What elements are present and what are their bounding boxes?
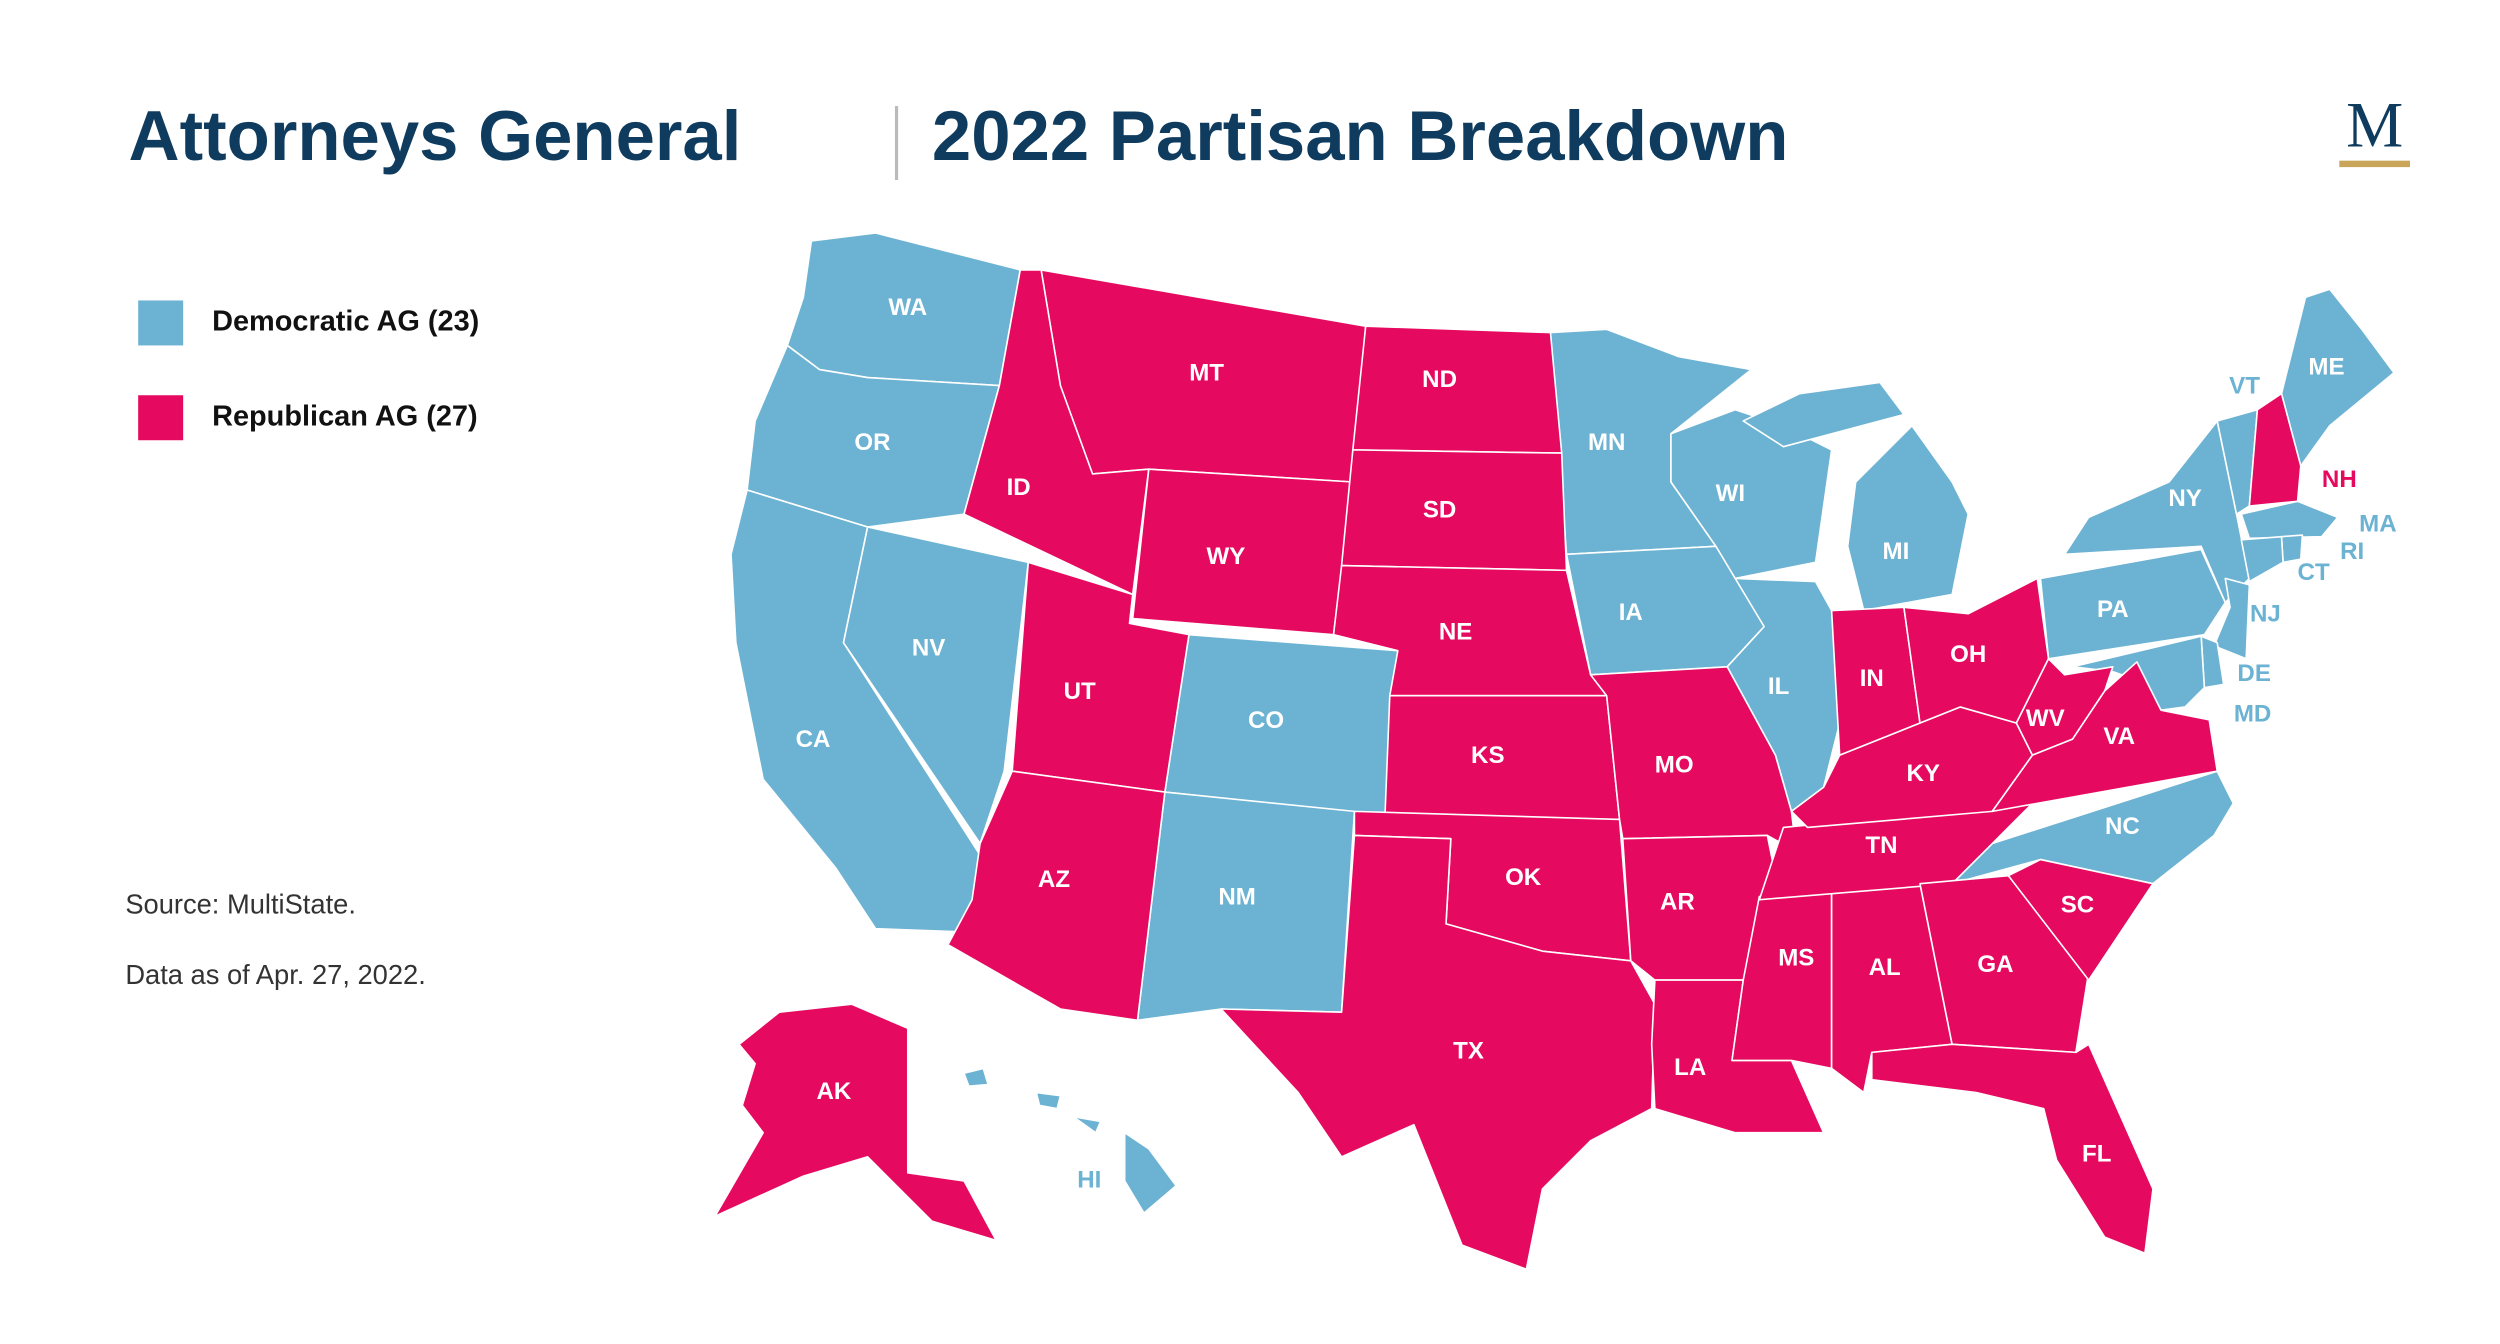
- state-label: WV: [2026, 705, 2065, 732]
- state: [1035, 1091, 1062, 1110]
- state-label: VA: [2103, 723, 2135, 750]
- state-label: MI: [1883, 538, 1910, 565]
- state-label: SD: [1423, 496, 1456, 523]
- title-right: 2022 Partisan Breakdown: [932, 96, 1789, 175]
- state-label: CT: [2298, 559, 2330, 586]
- state-label: MT: [1189, 360, 1224, 387]
- state-label: CA: [796, 726, 831, 753]
- state: [947, 770, 1166, 1022]
- legend-swatch: [138, 300, 184, 346]
- state: [1846, 424, 1969, 612]
- state-label: IN: [1860, 665, 1884, 692]
- logo: M: [2346, 90, 2403, 161]
- state-label: OK: [1505, 864, 1542, 891]
- state: [1220, 834, 1656, 1271]
- state-label: KY: [1906, 760, 1939, 787]
- state: [1919, 874, 2090, 1054]
- state-label: NC: [2105, 813, 2140, 840]
- state-label: AR: [1660, 888, 1695, 915]
- note: Data as of Apr. 27, 2022.: [125, 959, 425, 990]
- state-label: IL: [1768, 673, 1789, 700]
- state-label: MA: [2359, 511, 2396, 538]
- state-label: KS: [1471, 742, 1504, 769]
- state-label: WY: [1206, 543, 1245, 570]
- state-label: MN: [1588, 429, 1625, 456]
- state: [1072, 1115, 1102, 1134]
- state-label: UT: [1064, 678, 1096, 705]
- state-label: RI: [2340, 538, 2364, 565]
- state-label: IA: [1619, 599, 1643, 626]
- state-label: MD: [2234, 700, 2271, 727]
- state-label: PA: [2097, 596, 2129, 623]
- state-label: VT: [2229, 373, 2260, 400]
- state-label: ID: [1007, 474, 1031, 501]
- state: [1670, 408, 1833, 580]
- states: [714, 232, 2395, 1271]
- legend-swatch: [138, 395, 184, 441]
- state-label: NY: [2168, 485, 2201, 512]
- state-label: AK: [816, 1078, 851, 1105]
- legend: Democratic AG (23) Republican AG (27): [138, 300, 479, 441]
- state: [2248, 392, 2302, 507]
- title-left: Attorneys General: [129, 96, 742, 175]
- logo-bar: [2339, 160, 2411, 168]
- state: [842, 526, 1030, 845]
- legend-label: Republican AG (27): [212, 400, 478, 432]
- state: [1991, 661, 2219, 813]
- source: Source: MultiState.: [125, 888, 356, 919]
- state: [2240, 535, 2284, 583]
- state-label: WA: [888, 294, 927, 321]
- state-label: WI: [1716, 480, 1745, 507]
- state: [1123, 1131, 1177, 1214]
- state: [2213, 577, 2251, 660]
- state-label: NJ: [2250, 601, 2281, 628]
- legend-label: Democratic AG (23): [212, 306, 479, 338]
- state-label: MO: [1655, 752, 1694, 779]
- state-label: NE: [1439, 618, 1472, 645]
- state-label: SC: [2061, 892, 2094, 919]
- state-label: TX: [1453, 1038, 1484, 1065]
- state-label: HI: [1077, 1166, 1101, 1193]
- state-label: GA: [1977, 951, 2013, 978]
- state-label: LA: [1674, 1054, 1706, 1081]
- state-label: AZ: [1038, 866, 1070, 893]
- state: [2240, 500, 2339, 540]
- state: [1352, 325, 1563, 454]
- state: [1742, 381, 1905, 448]
- state-label: FL: [2082, 1141, 2111, 1168]
- state: [2280, 288, 2395, 467]
- state-label: OH: [1950, 641, 1986, 668]
- state-label: ND: [1422, 366, 1457, 393]
- state-label: ME: [2308, 353, 2344, 380]
- state-label: NV: [912, 634, 945, 661]
- state-label: CO: [1248, 707, 1284, 734]
- state: [2007, 858, 2154, 981]
- state: [714, 1003, 997, 1242]
- state-label: OR: [854, 429, 890, 456]
- state-label: AL: [1869, 954, 1901, 981]
- state-label: NH: [2322, 466, 2357, 493]
- state-label: MS: [1778, 945, 1814, 972]
- state-label: NM: [1218, 884, 1255, 911]
- state-label: DE: [2237, 660, 2270, 687]
- state: [1870, 1043, 2154, 1255]
- state: [963, 1067, 989, 1087]
- state-label: TN: [1865, 832, 1897, 859]
